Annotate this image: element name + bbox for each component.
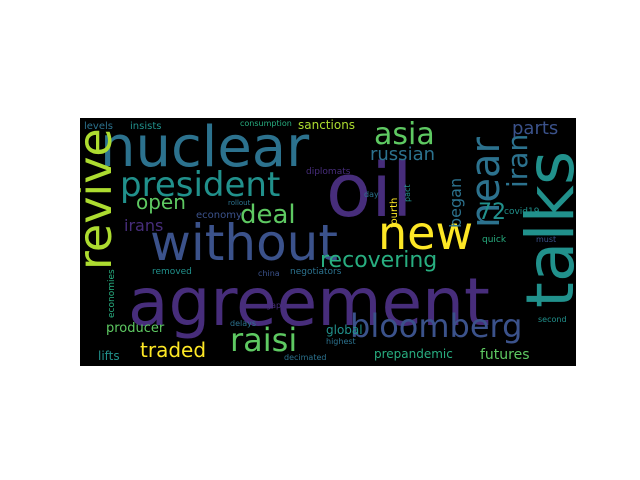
word-iran: iran — [501, 133, 534, 188]
word-negotiators: negotiators — [290, 267, 342, 277]
word-revive: revive — [80, 128, 122, 270]
word-prepandemic: prepandemic — [374, 347, 453, 361]
word-decimated: decimated — [284, 353, 327, 362]
word-agreement: agreement — [128, 264, 490, 341]
word-diplomats: diplomats — [306, 167, 351, 177]
word-day: day — [364, 190, 379, 199]
word-fourth: fourth — [389, 197, 400, 228]
word-consumption: consumption — [240, 119, 292, 128]
word-deal: deal — [240, 200, 296, 230]
word-removed: removed — [152, 267, 192, 277]
word-global: global — [326, 323, 363, 337]
word-insists: insists — [130, 121, 162, 132]
word-irans: irans — [124, 216, 164, 235]
word-open: open — [136, 190, 186, 214]
word-traded: traded — [140, 338, 207, 362]
word-bloomberg: bloomberg — [350, 307, 523, 345]
word-72: 72 — [478, 200, 506, 225]
word-economies: economies — [107, 269, 117, 318]
word-covid19: covid19 — [504, 207, 540, 217]
word-russian: russian — [370, 144, 436, 165]
word-rollout: rollout — [228, 199, 251, 207]
word-futures: futures — [480, 347, 530, 363]
word-china: china — [258, 269, 280, 278]
word-pact: pact — [403, 184, 412, 202]
word-asia: asia — [374, 118, 435, 152]
word-oil: oil — [326, 148, 413, 234]
word-nuclear: nuclear — [100, 118, 310, 180]
word-must: must — [536, 235, 557, 244]
word-raisi: raisi — [230, 321, 298, 359]
word-economy: economy — [196, 210, 242, 221]
word-delays: delays — [230, 319, 257, 328]
word-quick: quick — [482, 235, 507, 245]
word-sanctions: sanctions — [298, 118, 356, 132]
word-second: second — [538, 315, 567, 324]
word-gaps: gaps — [266, 301, 286, 310]
word-without: without — [150, 214, 338, 272]
word-highest: highest — [326, 337, 356, 346]
word-recovering: recovering — [320, 248, 438, 273]
word-new: new — [378, 206, 474, 260]
word-lifts: lifts — [98, 349, 120, 363]
word-cloud: agreement nuclear oil talks without revi… — [80, 118, 576, 366]
word-began: began — [446, 177, 465, 228]
word-parts: parts — [512, 118, 559, 139]
word-levels: levels — [84, 121, 113, 132]
word-president: president — [120, 165, 281, 205]
word-producer: producer — [106, 321, 165, 336]
